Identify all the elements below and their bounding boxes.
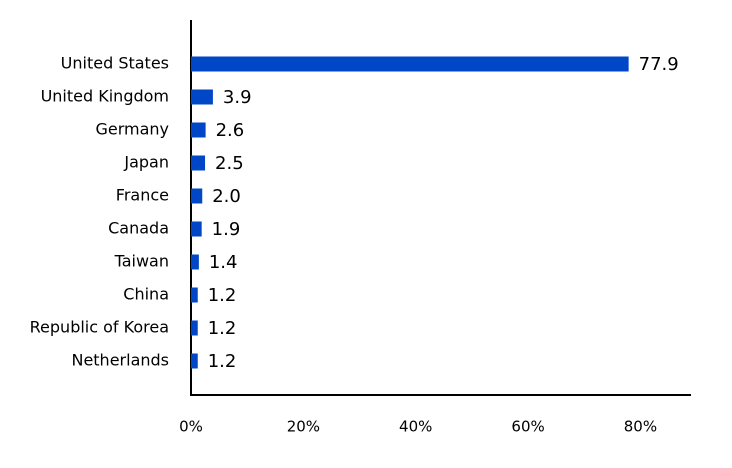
y-tick-label: Netherlands [71, 351, 169, 370]
bar [191, 155, 206, 171]
x-tick-label: 80% [624, 418, 657, 436]
bar [191, 287, 198, 303]
y-tick-label: Japan [123, 153, 169, 172]
x-tick-label: 20% [287, 418, 320, 436]
value-label: 1.2 [208, 351, 237, 372]
bar [191, 89, 213, 105]
y-tick-label: United States [61, 54, 169, 73]
y-tick-label: Republic of Korea [30, 318, 169, 337]
bar [191, 221, 202, 237]
y-tick-label: China [123, 285, 169, 304]
value-label: 77.9 [639, 54, 679, 75]
y-tick-label: France [116, 186, 169, 205]
value-label: 1.4 [209, 252, 238, 273]
bar [191, 320, 198, 336]
value-label: 1.9 [212, 219, 241, 240]
value-label: 3.9 [223, 87, 252, 108]
y-tick-label: Canada [108, 219, 169, 238]
bar [191, 254, 199, 270]
bar [191, 56, 629, 72]
y-tick-label: Taiwan [114, 252, 169, 271]
x-tick-label: 60% [511, 418, 544, 436]
bar [191, 353, 198, 369]
bar [191, 188, 203, 204]
value-label: 1.2 [208, 318, 237, 339]
value-label: 2.6 [216, 120, 245, 141]
y-tick-label: Germany [95, 120, 169, 139]
value-label: 2.0 [212, 186, 241, 207]
x-tick-label: 0% [179, 418, 203, 436]
x-tick-label: 40% [399, 418, 432, 436]
value-label: 1.2 [208, 285, 237, 306]
y-tick-label: United Kingdom [41, 87, 169, 106]
bar [191, 122, 206, 138]
value-label: 2.5 [215, 153, 244, 174]
